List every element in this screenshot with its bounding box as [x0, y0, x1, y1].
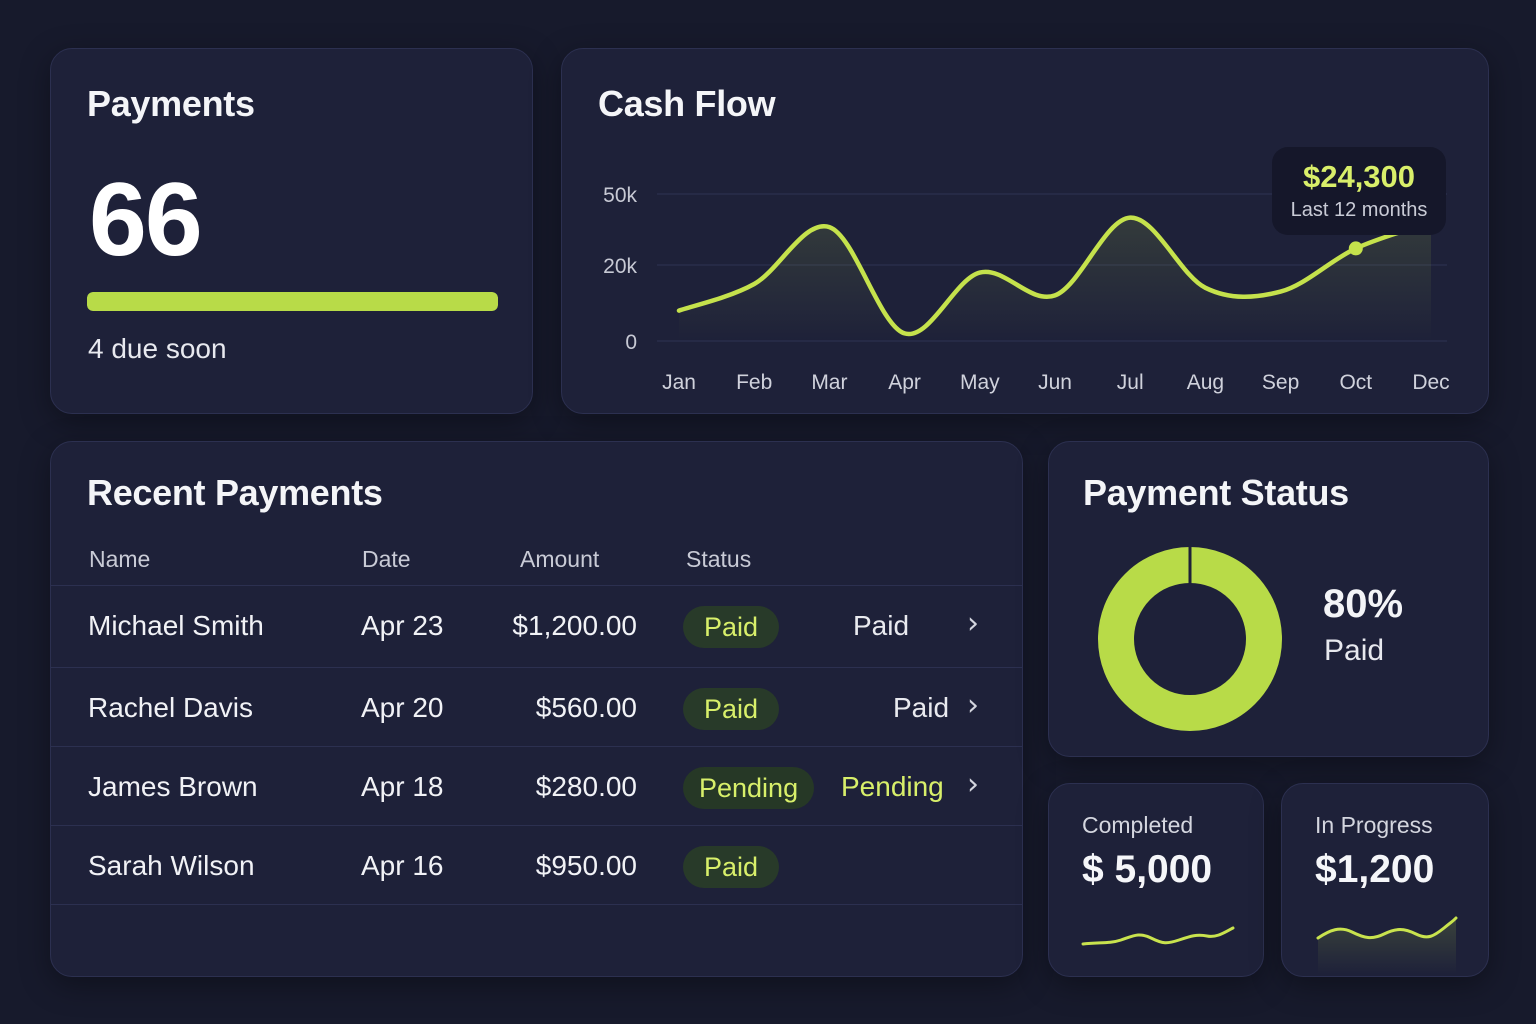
cash-flow-title: Cash Flow [598, 83, 776, 124]
x-tick-label: Feb [736, 371, 772, 394]
paid-label: Paid [1324, 634, 1385, 667]
x-tick-label: Oct [1339, 371, 1372, 394]
payment-status-title: Payment Status [1083, 472, 1349, 513]
completed-label: Completed [1082, 812, 1194, 838]
table-row[interactable]: Sarah Wilson Apr 16 $950.00 Paid [51, 825, 1022, 905]
donut-ring [1098, 547, 1282, 731]
column-header-name[interactable]: Name [89, 546, 151, 572]
chevron-right-icon[interactable]: › [967, 767, 979, 802]
data-point [678, 310, 680, 312]
data-point [1280, 291, 1282, 293]
completed-card: Completed $ 5,000 [1048, 783, 1264, 977]
x-tick-label: Jan [662, 371, 696, 394]
status-text: Paid [853, 610, 910, 641]
x-tick-label: Jun [1038, 371, 1072, 394]
payments-progress-bar [87, 292, 498, 311]
payments-card: Payments 66 4 due soon [50, 48, 533, 414]
cash-flow-tooltip: $24,300 Last 12 months [1272, 147, 1446, 235]
x-tick-label: Dec [1412, 371, 1449, 394]
y-tick-label: 50k [603, 184, 637, 207]
y-tick-label: 0 [625, 331, 637, 354]
cash-flow-chart: 50k 20k 0 Jan Feb Mar Apr May Jun Jul Aug Sep Oct Dec [603, 184, 1450, 394]
payment-status-card: Payment Status 80% Paid [1048, 441, 1489, 757]
x-tick-label: Mar [811, 371, 847, 394]
chevron-right-icon[interactable]: › [967, 688, 979, 723]
in-progress-value: $1,200 [1315, 848, 1435, 891]
due-soon-text: 4 due soon [88, 333, 227, 364]
in-progress-label: In Progress [1315, 812, 1433, 838]
data-point [979, 272, 981, 274]
column-header-date[interactable]: Date [362, 546, 411, 572]
data-point [904, 332, 906, 334]
status-text: Pending [841, 771, 944, 802]
x-tick-label: Aug [1187, 371, 1224, 394]
payments-count: 66 [89, 162, 203, 278]
payment-amount: $950.00 [535, 850, 637, 881]
payment-amount: $560.00 [535, 692, 637, 723]
recent-payments-title: Recent Payments [87, 472, 383, 513]
series-line [676, 215, 1434, 337]
x-tick-label: May [960, 371, 1000, 394]
status-badge: Paid [683, 846, 780, 888]
table-row[interactable]: Rachel Davis Apr 20 $560.00 Paid Paid › [51, 667, 1022, 747]
status-text: Paid [893, 692, 950, 723]
x-tick-label: Apr [888, 371, 921, 394]
recent-payments-card: Recent Payments Name Date Amount Status … [50, 441, 1023, 977]
x-tick-label: Sep [1262, 371, 1299, 394]
highlight-point [1348, 241, 1363, 256]
y-tick-label: 20k [603, 255, 637, 278]
column-header-status[interactable]: Status [686, 546, 752, 572]
payment-date: Apr 20 [361, 692, 444, 723]
table-row[interactable]: Michael Smith Apr 23 $1,200.00 Paid Paid… [51, 585, 1022, 665]
payment-date: Apr 23 [361, 610, 444, 641]
in-progress-card: In Progress $1,200 [1281, 783, 1489, 977]
payer-name: Sarah Wilson [88, 850, 255, 881]
data-point [828, 226, 830, 228]
status-badge: Paid [683, 688, 780, 730]
status-badge: Pending [683, 767, 815, 809]
payment-date: Apr 16 [361, 850, 444, 881]
tooltip-label: Last 12 months [1290, 199, 1428, 221]
payments-title: Payments [87, 83, 255, 124]
in-progress-sparkline [1316, 916, 1458, 974]
paid-donut-chart [1098, 546, 1282, 731]
cash-flow-card: Cash Flow 50k 20k 0 Jan Feb Mar Apr May Jun Jul Au… [561, 48, 1489, 414]
series-area [679, 217, 1431, 341]
paid-percent: 80% [1323, 582, 1404, 626]
completed-sparkline [1081, 926, 1235, 946]
x-tick-label: Jul [1117, 371, 1144, 394]
payer-name: Rachel Davis [88, 692, 253, 723]
data-point [1204, 287, 1206, 289]
table-row[interactable]: James Brown Apr 18 $280.00 Pending Pendi… [51, 746, 1022, 826]
data-point [1054, 294, 1056, 296]
tooltip-amount: $24,300 [1302, 159, 1416, 194]
completed-value: $ 5,000 [1082, 848, 1213, 891]
payer-name: James Brown [88, 771, 258, 802]
column-header-amount[interactable]: Amount [520, 546, 600, 572]
payments-progress-fill [87, 292, 498, 311]
data-point [753, 283, 755, 285]
chevron-right-icon[interactable]: › [967, 606, 979, 641]
payment-amount: $280.00 [535, 771, 637, 802]
payment-date: Apr 18 [361, 771, 444, 802]
data-point [1129, 217, 1131, 219]
payer-name: Michael Smith [88, 610, 264, 641]
status-badge: Paid [683, 606, 780, 648]
payment-amount: $1,200.00 [512, 610, 637, 641]
